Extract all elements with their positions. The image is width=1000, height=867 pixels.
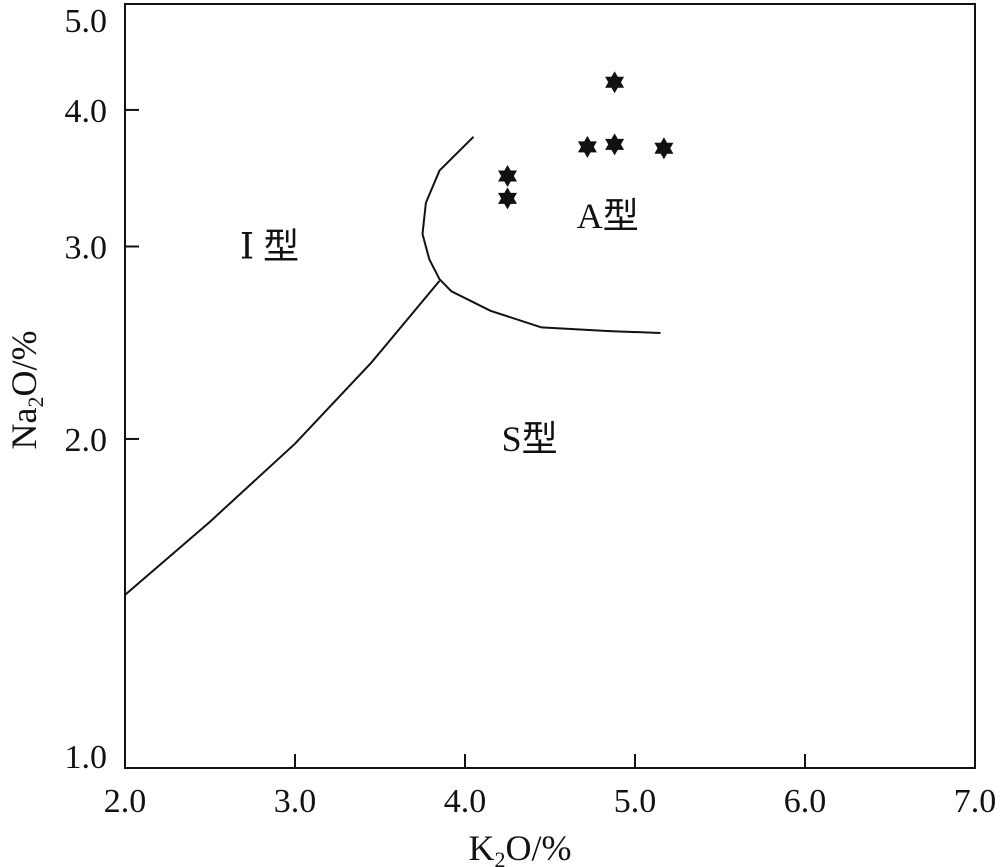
y-axis-title-rest: O/%	[4, 331, 44, 397]
x-axis-title: K2O/%	[469, 828, 572, 867]
boundary-lines	[124, 136, 661, 596]
data-point	[577, 135, 597, 158]
x-tick-label: 7.0	[954, 783, 997, 820]
boundary-line	[124, 280, 441, 596]
y-tick-label: 1.0	[65, 739, 108, 776]
data-point	[498, 187, 517, 210]
region-label: A型	[577, 196, 639, 236]
x-tick-label: 4.0	[444, 783, 487, 820]
y-tick-label: 5.0	[65, 3, 108, 40]
x-tick-label: 5.0	[614, 783, 657, 820]
x-axis-title-main: K	[469, 828, 495, 867]
x-tick-label: 6.0	[784, 783, 827, 820]
data-point	[498, 165, 517, 187]
plot-frame	[124, 3, 976, 769]
y-axis-title: Na2O/%	[4, 331, 48, 450]
y-axis-title-sub: 2	[23, 397, 48, 408]
y-tick-label: 2.0	[65, 422, 108, 459]
y-tick-label: 4.0	[65, 93, 108, 130]
x-tick-label: 3.0	[274, 783, 317, 820]
x-tick-label: 2.0	[104, 783, 147, 820]
region-label: S型	[502, 419, 558, 459]
data-point	[605, 133, 625, 156]
x-axis-title-rest: O/%	[506, 828, 572, 867]
x-axis-ticks: 2.0 3.0 4.0 5.0 6.0 7.0	[104, 754, 997, 820]
y-tick-label: 3.0	[65, 229, 108, 266]
data-point	[654, 137, 674, 160]
y-axis-ticks: 1.0 2.0 3.0 4.0 5.0	[65, 3, 139, 776]
data-points	[498, 71, 674, 210]
boundary-line	[421, 136, 661, 334]
region-label: Ⅰ 型	[240, 226, 299, 266]
x-axis-title-sub: 2	[495, 847, 506, 867]
y-axis-title-main: Na	[4, 407, 44, 449]
region-labels: Ⅰ 型 A型 S型	[240, 196, 639, 459]
data-point	[605, 71, 625, 94]
